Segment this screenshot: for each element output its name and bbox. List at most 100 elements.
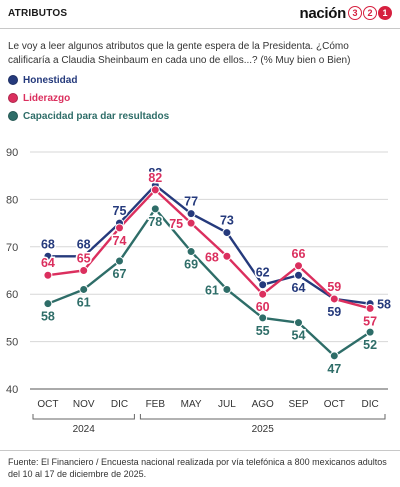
data-point (294, 270, 303, 280)
header-bar: ATRIBUTOS nación 3 2 1 (0, 0, 400, 28)
data-point (222, 284, 232, 294)
section-label: ATRIBUTOS (8, 8, 68, 19)
data-point (79, 266, 89, 275)
x-tick-label: NOV (73, 399, 95, 410)
data-point (294, 261, 303, 271)
y-tick-label: 90 (6, 147, 18, 159)
legend-swatch-liderazgo (8, 93, 18, 103)
intro-text: Le voy a leer algunos atributos que la g… (8, 41, 351, 66)
year-bracket-2024 (32, 414, 135, 420)
data-label: 64 (41, 256, 55, 270)
data-label: 82 (148, 171, 162, 185)
x-tick-label: OCT (37, 399, 58, 410)
data-point (186, 218, 196, 228)
year-label: 2025 (252, 424, 275, 435)
legend-label-liderazgo: Liderazgo (23, 92, 71, 104)
data-point (365, 327, 375, 337)
data-label: 73 (220, 214, 234, 228)
logo-digit-1: 1 (378, 6, 392, 20)
x-tick-label: DIC (111, 399, 128, 410)
x-tick-label: DIC (361, 399, 378, 410)
logo-digit-2: 2 (363, 6, 377, 20)
data-point (43, 251, 53, 261)
data-point (43, 270, 53, 280)
data-point (79, 284, 89, 294)
data-point (258, 280, 268, 290)
y-tick-label: 70 (6, 242, 18, 254)
bottom-divider (0, 450, 400, 451)
y-tick-label: 80 (6, 194, 18, 206)
data-label: 59 (327, 280, 341, 294)
data-label: 69 (184, 258, 198, 272)
data-label: 78 (148, 215, 162, 229)
data-point (365, 303, 375, 313)
series-line-1 (47, 188, 371, 310)
year-bracket-2025 (139, 414, 386, 420)
data-label: 60 (256, 300, 270, 314)
top-divider (0, 28, 400, 29)
data-point (186, 209, 196, 219)
data-label: 65 (77, 252, 91, 266)
data-point (329, 294, 339, 304)
x-tick-label: AGO (252, 399, 274, 410)
logo-text: nación (299, 4, 346, 22)
data-label: 77 (184, 195, 198, 209)
data-label: 74 (113, 234, 127, 248)
data-point (79, 251, 89, 261)
logo-digit-3: 3 (348, 6, 362, 20)
data-label: 68 (77, 237, 91, 251)
x-tick-label: SEP (288, 399, 308, 410)
data-point (115, 256, 124, 266)
data-label: 66 (292, 247, 306, 261)
data-label: 75 (113, 204, 127, 218)
data-label: 57 (363, 314, 377, 328)
data-label: 83 (148, 166, 162, 180)
data-label: 55 (256, 324, 270, 338)
line-chart: 40 50 60 70 80 90 OCT NOV DIC FEB MAY JUL AGO SEP OCT D… (6, 147, 393, 435)
data-label: 64 (292, 281, 306, 295)
data-point (258, 289, 268, 299)
source-note: Fuente: El Financiero / Encuesta naciona… (8, 457, 387, 479)
data-point (222, 228, 232, 238)
data-label: 54 (292, 329, 306, 343)
legend-label-honestidad: Honestidad (23, 74, 78, 86)
data-label: 58 (377, 298, 391, 312)
data-point (43, 299, 53, 309)
data-point (222, 251, 232, 261)
x-tick-label: JUL (218, 399, 236, 410)
series-line-0 (47, 183, 371, 305)
data-label: 75 (169, 217, 183, 231)
legend-swatch-capacidad (8, 111, 18, 121)
data-point (258, 313, 268, 323)
legend-item-liderazgo: Liderazgo (8, 89, 169, 107)
data-point (150, 185, 160, 195)
legend-item-honestidad: Honestidad (8, 71, 169, 89)
data-point (294, 318, 303, 328)
data-label: 59 (327, 305, 341, 319)
data-point (329, 351, 339, 361)
legend-label-capacidad: Capacidad para dar resultados (23, 110, 170, 122)
data-point (150, 204, 160, 214)
series-line-2 (47, 207, 371, 358)
data-label: 68 (205, 250, 219, 264)
legend: Honestidad Liderazgo Capacidad para dar … (8, 71, 169, 125)
data-label: 61 (205, 283, 219, 297)
data-label: 68 (41, 237, 55, 251)
data-label: 62 (256, 266, 270, 280)
legend-swatch-honestidad (8, 75, 18, 85)
x-tick-label: FEB (146, 399, 166, 410)
nacion321-logo: nación 3 2 1 (299, 4, 392, 22)
data-label: 52 (363, 338, 377, 352)
year-label: 2024 (73, 424, 96, 435)
data-point (186, 247, 196, 257)
y-tick-label: 40 (6, 384, 18, 396)
y-tick-label: 50 (6, 337, 18, 349)
data-label: 67 (113, 267, 127, 281)
x-tick-label: MAY (181, 399, 202, 410)
data-label: 61 (77, 295, 91, 309)
x-tick-label: OCT (324, 399, 345, 410)
data-label: 58 (41, 310, 55, 324)
y-tick-label: 60 (6, 289, 18, 301)
legend-item-capacidad: Capacidad para dar resultados (8, 107, 169, 125)
data-label: 47 (327, 362, 341, 376)
